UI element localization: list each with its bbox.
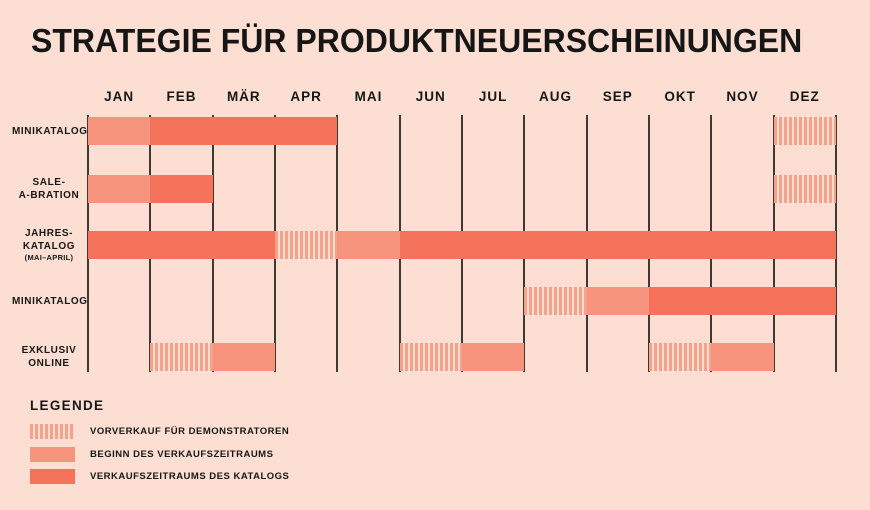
month-label: MÄR <box>226 89 261 104</box>
legend-swatch-beginn <box>30 446 75 462</box>
legend-swatch-katalog <box>30 469 75 484</box>
month-label: JAN <box>104 89 135 104</box>
legend-item: VERKAUFSZEITRAUMS DES KATALOGS <box>30 469 289 484</box>
month-label: MAI <box>354 89 383 104</box>
legend-item: BEGINN DES VERKAUFSZEITRAUMS <box>30 446 289 462</box>
gantt-segment-katalog <box>150 175 213 203</box>
month-header: JAN FEB MÄR APR MAI JUN JUL AUG SEP OKT NOV DEZ <box>88 89 836 107</box>
gantt-segment-beginn <box>337 231 400 259</box>
month-label: SEP <box>602 89 633 104</box>
gantt-segment-beginn <box>212 343 275 371</box>
month-label: DEZ <box>789 89 820 104</box>
gantt-segment-katalog <box>88 231 275 259</box>
legend-label: BEGINN DES VERKAUFSZEITRAUMS <box>90 448 274 460</box>
gantt-segment-vorverkauf <box>399 343 462 371</box>
month-label: JUN <box>415 89 446 104</box>
gantt-segment-vorverkauf <box>649 343 712 371</box>
gantt-segment-katalog <box>399 231 836 259</box>
row-label: SALE- A-BRATION <box>18 177 80 201</box>
gantt-segment-beginn <box>711 343 774 371</box>
gantt-chart: MINIKATALOG SALE- A-BRATION JAHRES- KATALOG(… <box>12 115 837 372</box>
month-label: APR <box>290 89 322 104</box>
gantt-segment-vorverkauf <box>150 343 213 371</box>
month-label: NOV <box>726 89 759 104</box>
gantt-segment-katalog <box>649 287 836 315</box>
row-label: JAHRES- KATALOG (MAI–APRIL) <box>22 228 76 262</box>
gantt-segment-beginn <box>88 175 151 203</box>
month-label: JUL <box>478 89 508 104</box>
legend-title: LEGENDE <box>30 398 105 413</box>
row-label: EXKLUSIV ONLINE <box>21 345 77 369</box>
gantt-segment-beginn <box>88 117 151 145</box>
gantt-segment-beginn <box>586 287 649 315</box>
month-label: OKT <box>664 89 696 104</box>
month-label: AUG <box>538 89 572 104</box>
row-label: MINIKATALOG <box>12 295 88 307</box>
gantt-segment-vorverkauf <box>275 231 338 259</box>
gantt-segment-beginn <box>462 343 525 371</box>
month-gridline <box>835 115 837 372</box>
legend-label: VORVERKAUF FÜR DEMONSTRATOREN <box>90 426 290 437</box>
gantt-segment-vorverkauf <box>524 287 587 315</box>
page-title: STRATEGIE FÜR PRODUKTNEUERSCHEINUNGEN <box>31 22 803 59</box>
legend-label: VERKAUFSZEITRAUMS DES KATALOGS <box>90 471 290 482</box>
month-label: FEB <box>166 89 197 104</box>
gantt-segment-vorverkauf <box>773 117 836 145</box>
legend: LEGENDE VORVERKAUF FÜR DEMONSTRATOREN BEG… <box>30 398 289 492</box>
legend-item: VORVERKAUF FÜR DEMONSTRATOREN <box>30 424 289 439</box>
gantt-segment-vorverkauf <box>773 175 836 203</box>
legend-items: VORVERKAUF FÜR DEMONSTRATOREN BEGINN DES … <box>30 424 289 484</box>
gantt-segment-katalog <box>150 117 338 145</box>
row-label: MINIKATALOG <box>12 125 88 137</box>
legend-swatch-vorverkauf <box>30 424 75 439</box>
